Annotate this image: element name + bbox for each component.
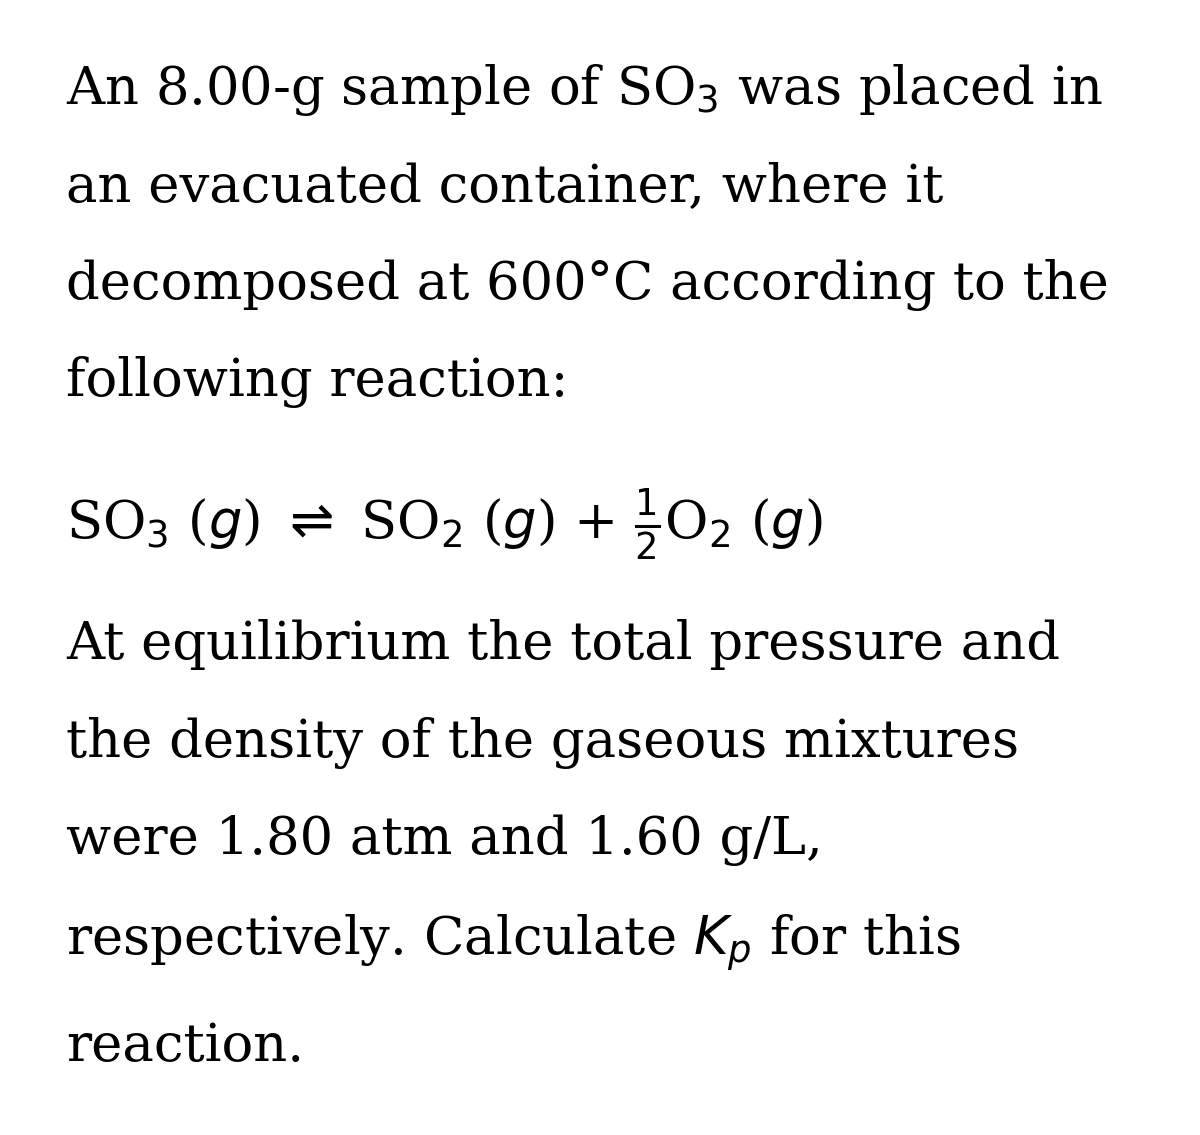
Text: At equilibrium the total pressure and: At equilibrium the total pressure and: [66, 619, 1060, 670]
Text: An 8.00-g sample of SO$_3$ was placed in: An 8.00-g sample of SO$_3$ was placed in: [66, 62, 1103, 118]
Text: the density of the gaseous mixtures: the density of the gaseous mixtures: [66, 717, 1019, 770]
Text: reaction.: reaction.: [66, 1022, 304, 1073]
Text: decomposed at 600°C according to the: decomposed at 600°C according to the: [66, 259, 1109, 311]
Text: an evacuated container, where it: an evacuated container, where it: [66, 161, 943, 212]
Text: respectively. Calculate $K_p$ for this: respectively. Calculate $K_p$ for this: [66, 913, 961, 974]
Text: SO$_3$ ($g$) $\rightleftharpoons$ SO$_2$ ($g$) + $\frac{1}{2}$O$_2$ ($g$): SO$_3$ ($g$) $\rightleftharpoons$ SO$_2$…: [66, 486, 822, 562]
Text: following reaction:: following reaction:: [66, 356, 569, 409]
Text: were 1.80 atm and 1.60 g/L,: were 1.80 atm and 1.60 g/L,: [66, 815, 823, 866]
